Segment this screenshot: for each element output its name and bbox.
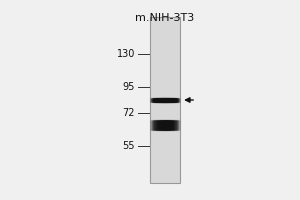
Text: 72: 72: [123, 108, 135, 118]
Bar: [150, 17, 180, 183]
Text: 55: 55: [123, 141, 135, 151]
Text: 95: 95: [123, 82, 135, 92]
Text: m.NIH-3T3: m.NIH-3T3: [135, 13, 194, 23]
Text: 130: 130: [117, 49, 135, 59]
